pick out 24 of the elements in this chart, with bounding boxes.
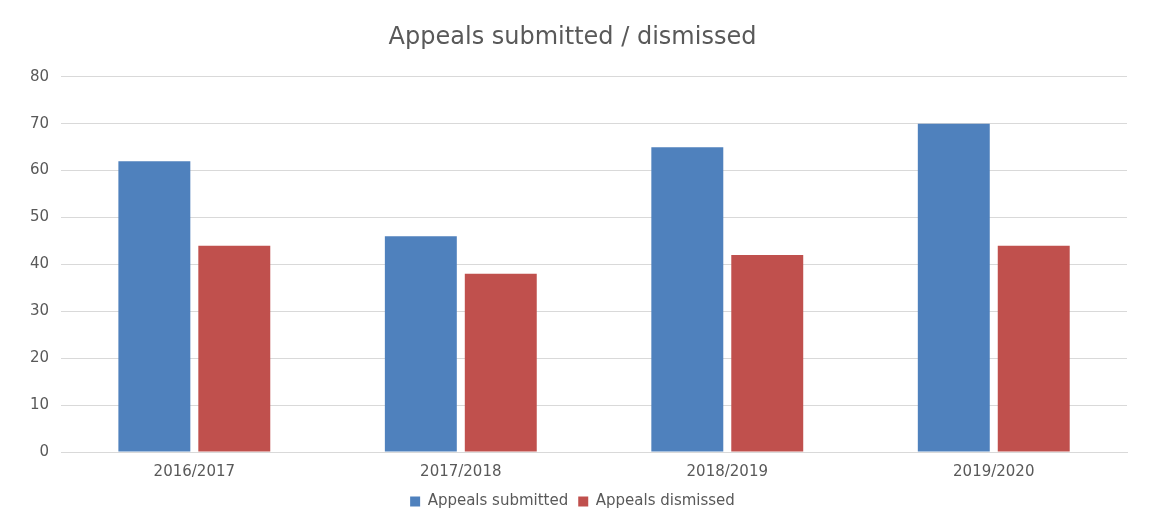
x-tick-label: 2019/2020 (953, 461, 1035, 480)
y-tick-label: 10 (29, 394, 50, 413)
bar (464, 273, 537, 452)
bar (198, 245, 271, 452)
bar (118, 161, 191, 452)
y-tick-label: 50 (29, 207, 50, 226)
y-tick-label: 70 (29, 113, 50, 132)
y-tick-label: 0 (39, 441, 50, 460)
bar (917, 123, 990, 452)
x-tick-label: 2017/2018 (420, 461, 502, 480)
y-tick-label: 40 (29, 254, 50, 273)
legend-label: Appeals submitted (427, 491, 569, 510)
x-tick-label: 2018/2019 (686, 461, 768, 480)
bar (384, 236, 457, 452)
y-tick-label: 30 (29, 301, 50, 320)
y-tick-label: 20 (29, 348, 50, 367)
x-tick-label: 2016/2017 (153, 461, 236, 480)
y-tick-label: 80 (29, 66, 50, 85)
bar (731, 255, 804, 452)
y-tick-label: 60 (29, 160, 50, 179)
legend-label: Appeals dismissed (595, 491, 735, 510)
bar (651, 147, 724, 452)
bar (997, 245, 1070, 452)
chart-title: Appeals submitted / dismissed (388, 21, 757, 50)
